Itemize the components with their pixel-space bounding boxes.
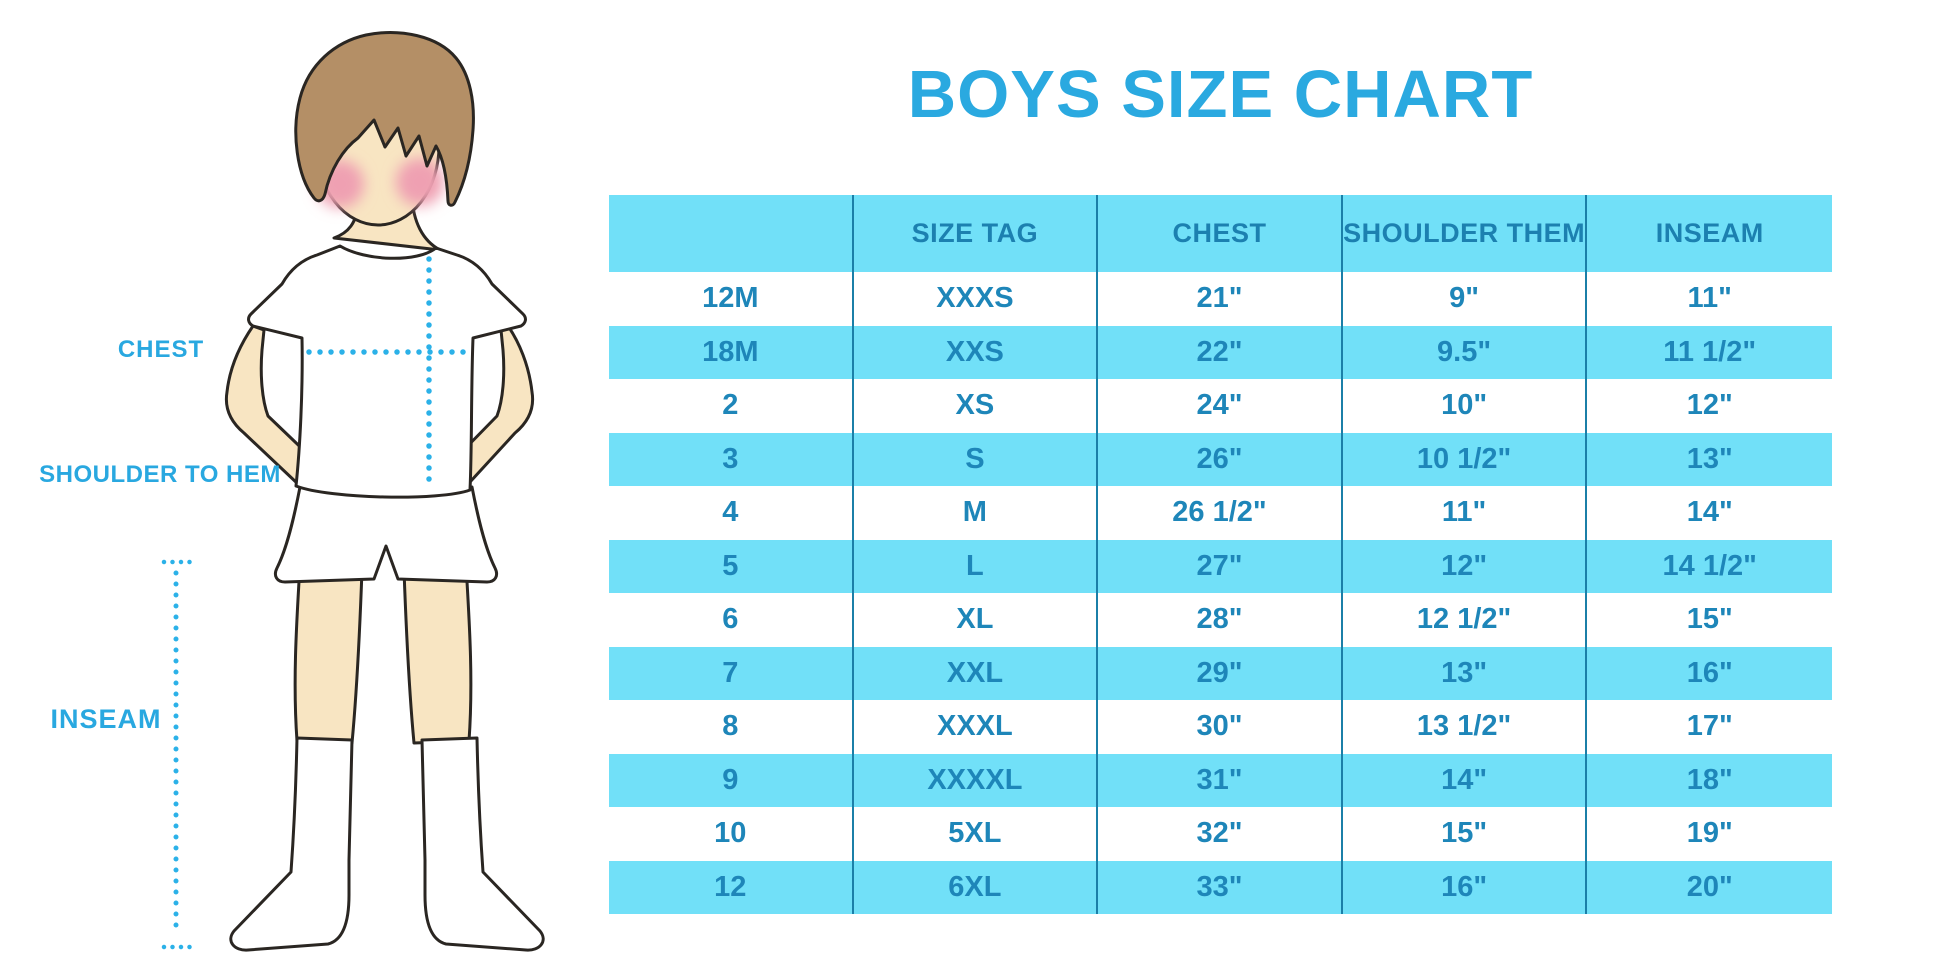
table-cell: 8 — [609, 700, 854, 754]
table-cell: XXXL — [853, 700, 1099, 754]
inseam-label: INSEAM — [50, 704, 161, 734]
table-cell: 18" — [1587, 753, 1832, 807]
header-cell — [609, 195, 854, 272]
table-cell: 31" — [1098, 753, 1343, 807]
table-cell: 13" — [1587, 432, 1832, 486]
table-cell: L — [853, 539, 1099, 593]
table-cell: 13" — [1342, 646, 1588, 700]
shirt-shape — [247, 244, 527, 499]
table-cell: XXS — [853, 325, 1099, 379]
header-cell: SIZE TAG — [853, 195, 1099, 272]
table-cell: 27" — [1098, 539, 1343, 593]
table-cell: 28" — [1098, 593, 1343, 647]
inseam-dotted-line — [161, 559, 194, 950]
table-cell: 26 1/2" — [1098, 486, 1343, 540]
table-cell: 18M — [609, 325, 854, 379]
table-cell: XXL — [853, 646, 1099, 700]
table-cell: 3 — [609, 432, 854, 486]
table-cell: XXXXL — [853, 753, 1099, 807]
boy-measurement-diagram: CHEST SHOULDER TO HEM INSEAM — [39, 31, 545, 952]
table-cell: 12" — [1587, 379, 1832, 433]
table-cell: 16" — [1587, 646, 1832, 700]
table-cell: 22" — [1098, 325, 1343, 379]
table-cell: 5 — [609, 539, 854, 593]
table-cell: 12" — [1342, 539, 1588, 593]
table-cell: S — [853, 432, 1099, 486]
table-cell: 7 — [609, 646, 854, 700]
table-cell: 32" — [1098, 807, 1343, 861]
table-cell: 9" — [1342, 272, 1588, 326]
table-cell: M — [853, 486, 1099, 540]
table-cell: 12M — [609, 272, 854, 326]
table-cell: 12 — [609, 860, 854, 914]
size-table: SIZE TAG CHEST SHOULDER THEM INSEAM 12M XXXS 2… — [609, 195, 1832, 914]
table-cell: 20" — [1587, 860, 1832, 914]
left-arm-shape — [224, 324, 318, 486]
page-title: BOYS SIZE CHART — [907, 57, 1534, 132]
table-cell: XXXS — [853, 272, 1099, 326]
chest-label: CHEST — [118, 336, 204, 363]
header-cell: INSEAM — [1587, 195, 1832, 272]
table-cell: 26" — [1098, 432, 1343, 486]
table-cell: 4 — [609, 486, 854, 540]
table-cell: 11 1/2" — [1587, 325, 1832, 379]
header-cell: CHEST — [1098, 195, 1343, 272]
table-cell: 15" — [1587, 593, 1832, 647]
table-cell: 5XL — [853, 807, 1099, 861]
right-cheek — [396, 158, 444, 206]
table-cell: 14 1/2" — [1587, 539, 1832, 593]
table-cell: 21" — [1098, 272, 1343, 326]
table-cell: 19" — [1587, 807, 1832, 861]
right-arm-shape — [451, 324, 535, 484]
table-cell: 14" — [1587, 486, 1832, 540]
table-cell: 24" — [1098, 379, 1343, 433]
shoulder-to-hem-label: SHOULDER TO HEM — [39, 461, 281, 488]
table-cell: XL — [853, 593, 1099, 647]
table-cell: 6XL — [853, 860, 1099, 914]
table-cell: 29" — [1098, 646, 1343, 700]
table-cell: 10 1/2" — [1342, 432, 1588, 486]
table-cell: 15" — [1342, 807, 1588, 861]
table-cell: 14" — [1342, 753, 1588, 807]
table-cell: 12 1/2" — [1342, 593, 1588, 647]
right-sock-shape — [420, 736, 545, 952]
table-cell: 9.5" — [1342, 325, 1588, 379]
table-cell: 33" — [1098, 860, 1343, 914]
left-sock-shape — [229, 736, 354, 952]
table-cell: 16" — [1342, 860, 1588, 914]
table-cell: 17" — [1587, 700, 1832, 754]
hair-shape — [294, 31, 475, 207]
header-cell: SHOULDER THEM — [1342, 195, 1588, 272]
table-cell: 10 — [609, 807, 854, 861]
left-leg-shape — [293, 563, 364, 745]
table-cell: 9 — [609, 753, 854, 807]
table-cell: 13 1/2" — [1342, 700, 1588, 754]
table-cell: 11" — [1587, 272, 1832, 326]
right-leg-shape — [402, 563, 473, 745]
table-cell: 11" — [1342, 486, 1588, 540]
table-cell: 6 — [609, 593, 854, 647]
table-cell: 2 — [609, 379, 854, 433]
table-cell: 30" — [1098, 700, 1343, 754]
shorts-shape — [273, 485, 499, 584]
table-cell: XS — [853, 379, 1099, 433]
table-cell: 10" — [1342, 379, 1588, 433]
